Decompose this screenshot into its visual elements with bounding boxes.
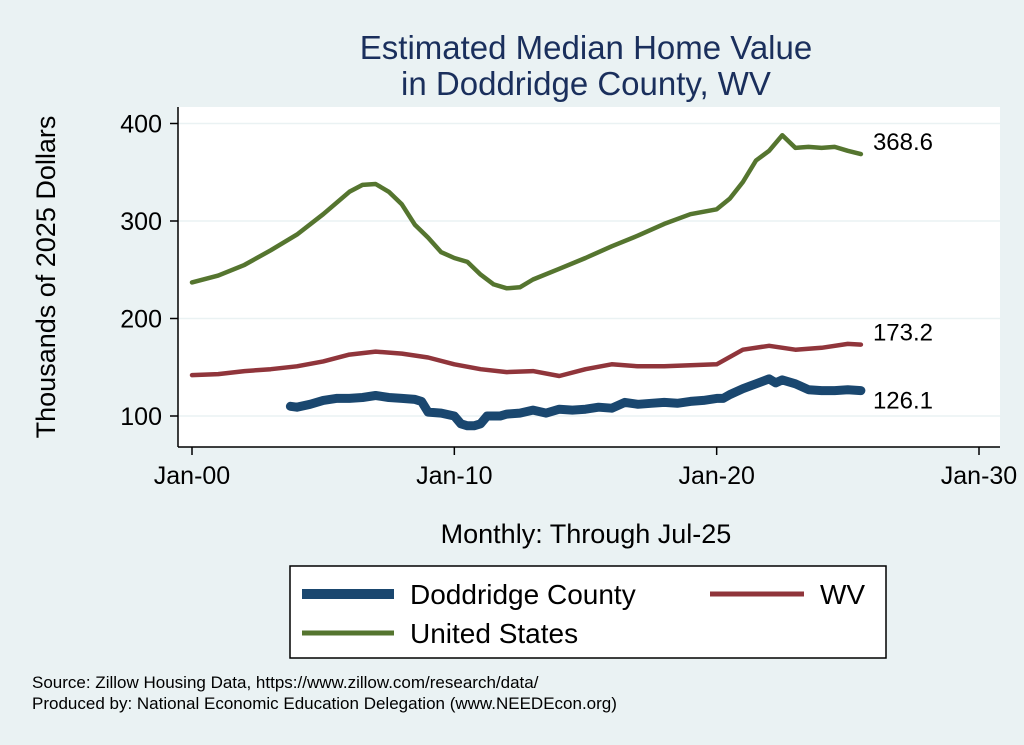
y-tick-label-300: 300 (120, 208, 162, 236)
source-note: Source: Zillow Housing Data, https://www… (32, 673, 539, 692)
y-axis-ticks: 100 200 300 400 (120, 111, 178, 431)
y-axis-label: Thousands of 2025 Dollars (31, 116, 61, 439)
legend-label-doddridge-county: Doddridge County (410, 579, 636, 610)
end-label-united-states: 368.6 (873, 129, 933, 156)
end-label-doddridge-county: 126.1 (873, 388, 933, 415)
producer-note: Produced by: National Economic Education… (32, 694, 617, 713)
legend-label-united-states: United States (410, 618, 578, 649)
end-labels: 126.1 173.2 368.6 (873, 129, 933, 414)
x-axis-ticks: Jan-00 Jan-10 Jan-20 Jan-30 (154, 447, 1017, 490)
y-tick-label-100: 100 (120, 403, 162, 431)
series-line-wv (189, 341, 864, 379)
chart-title-line-1: Estimated Median Home Value (360, 29, 812, 66)
series-line-united-states (189, 132, 864, 291)
y-tick-label-400: 400 (120, 111, 162, 139)
x-tick-label-2010: Jan-10 (416, 462, 492, 490)
legend-label-wv: WV (820, 579, 865, 610)
end-label-wv: 173.2 (873, 320, 933, 347)
x-tick-label-2020: Jan-20 (678, 462, 754, 490)
x-tick-label-2030: Jan-30 (941, 462, 1017, 490)
x-tick-label-2000: Jan-00 (154, 462, 230, 490)
y-tick-label-200: 200 (120, 306, 162, 334)
chart-title-line-2: in Doddridge County, WV (401, 65, 771, 102)
x-axis-label: Monthly: Through Jul-25 (441, 519, 732, 549)
series-line-doddridge-county (285, 374, 866, 431)
series-lines (189, 132, 866, 431)
legend (289, 565, 887, 659)
